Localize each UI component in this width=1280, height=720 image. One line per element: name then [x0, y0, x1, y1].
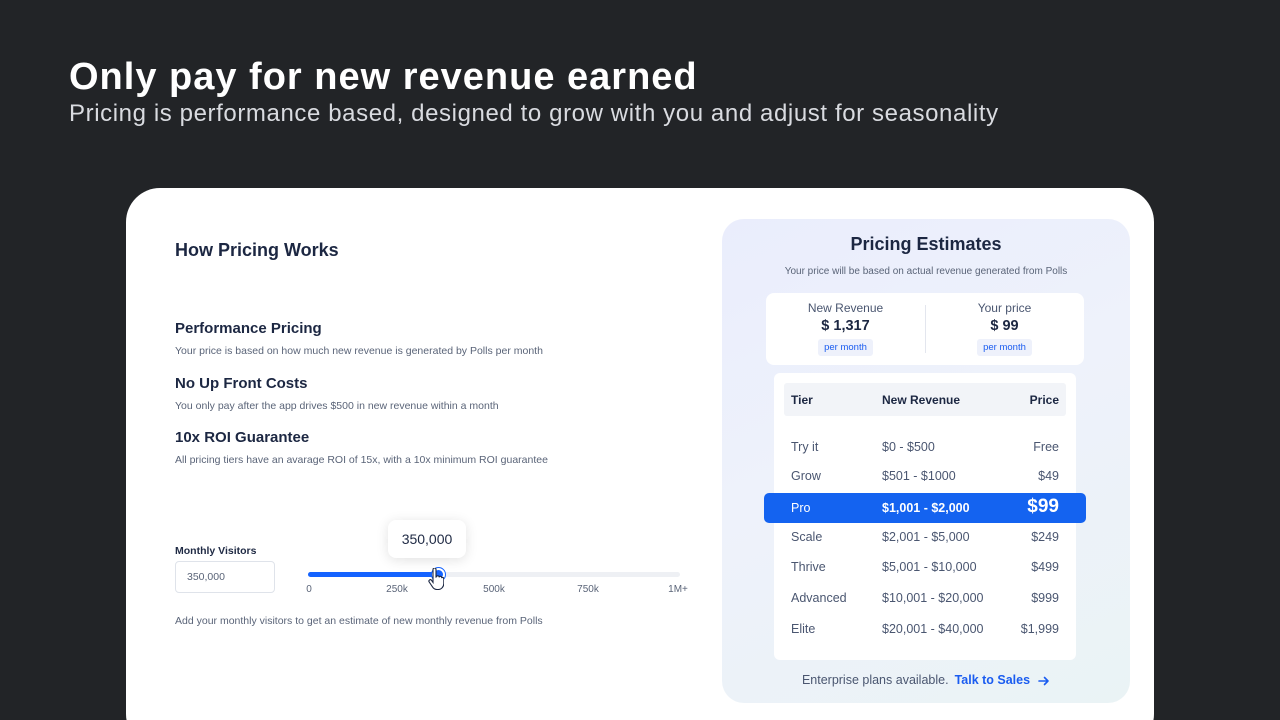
tier-revenue: $10,001 - $20,000: [882, 591, 984, 605]
tier-row-advanced: Advanced $10,001 - $20,000 $999: [774, 586, 1076, 612]
visitors-helper-text: Add your monthly visitors to get an esti…: [175, 615, 543, 627]
tier-price: $99: [1027, 496, 1059, 517]
tier-name: Thrive: [791, 560, 826, 574]
arrow-right-icon[interactable]: [1038, 676, 1050, 686]
slider-tick: 750k: [577, 584, 599, 595]
tier-price: $1,999: [1020, 622, 1059, 636]
tier-name: Grow: [791, 469, 821, 483]
tier-name: Elite: [791, 622, 816, 636]
slider-value-tooltip: 350,000: [388, 520, 466, 558]
tier-revenue: $5,001 - $10,000: [882, 560, 977, 574]
monthly-visitors-input[interactable]: [175, 561, 275, 593]
header-new-revenue: New Revenue: [882, 393, 961, 407]
new-revenue-value: $ 1,317: [821, 318, 870, 334]
hero-subtitle: Pricing is performance based, designed t…: [69, 100, 999, 127]
estimate-summary: New Revenue $ 1,317 per month Your price…: [766, 293, 1084, 365]
enterprise-note: Enterprise plans available. Talk to Sales: [722, 673, 1130, 687]
slider-tick: 0: [306, 584, 312, 595]
enterprise-text: Enterprise plans available.: [801, 673, 949, 687]
how-pricing-works-title: How Pricing Works: [175, 240, 339, 260]
header-tier: Tier: [791, 393, 813, 407]
hero-title: Only pay for new revenue earned: [69, 56, 698, 98]
feature-desc: Your price is based on how much new reve…: [175, 345, 543, 357]
tier-price: $999: [1031, 591, 1059, 605]
tier-row-pro-selected: Pro $1,001 - $2,000 $99: [764, 493, 1086, 523]
tier-price: Free: [1033, 440, 1059, 454]
tier-revenue: $0 - $500: [882, 440, 935, 454]
tier-revenue: $501 - $1000: [882, 469, 956, 483]
feature-roi-guarantee: 10x ROI Guarantee All pricing tiers have…: [175, 429, 548, 466]
estimate-divider: [925, 305, 926, 353]
feature-title: No Up Front Costs: [175, 375, 308, 392]
slider-tick: 250k: [386, 584, 408, 595]
feature-no-upfront-costs: No Up Front Costs You only pay after the…: [175, 375, 499, 412]
tier-name: Scale: [791, 530, 823, 544]
feature-title: 10x ROI Guarantee: [175, 429, 310, 446]
monthly-visitors-label: Monthly Visitors: [175, 545, 257, 557]
pricing-estimates-title: Pricing Estimates: [850, 234, 1002, 254]
tier-name: Advanced: [791, 591, 847, 605]
tier-revenue: $2,001 - $5,000: [882, 530, 970, 544]
tier-row-try-it: Try it $0 - $500 Free: [774, 435, 1076, 461]
tier-price: $49: [1038, 469, 1059, 483]
slider-tick: 500k: [483, 584, 505, 595]
pricing-estimates-panel: Pricing Estimates Your price will be bas…: [722, 219, 1130, 703]
hand-pointer-icon: [428, 568, 444, 590]
header-price: Price: [1029, 393, 1059, 407]
new-revenue-estimate: New Revenue $ 1,317 per month: [766, 301, 925, 356]
tier-row-grow: Grow $501 - $1000 $49: [774, 464, 1076, 490]
pricing-estimates-subtitle: Your price will be based on actual reven…: [784, 266, 1068, 277]
tier-name: Pro: [791, 501, 811, 515]
price-estimate: Your price $ 99 per month: [925, 301, 1084, 356]
slider-tick: 1M+: [668, 584, 688, 595]
feature-performance-pricing: Performance Pricing Your price is based …: [175, 320, 543, 357]
tier-price: $249: [1031, 530, 1059, 544]
feature-desc: All pricing tiers have an avarage ROI of…: [175, 454, 548, 466]
price-period-badge: per month: [977, 339, 1032, 356]
new-revenue-period-badge: per month: [818, 339, 873, 356]
tier-row-scale: Scale $2,001 - $5,000 $249: [774, 525, 1076, 551]
tier-name: Try it: [791, 440, 819, 454]
slider-fill: [308, 572, 439, 577]
visitors-slider[interactable]: [308, 568, 680, 581]
new-revenue-label: New Revenue: [807, 301, 884, 315]
feature-desc: You only pay after the app drives $500 i…: [175, 400, 499, 412]
tier-price: $499: [1031, 560, 1059, 574]
tier-revenue: $20,001 - $40,000: [882, 622, 984, 636]
feature-title: Performance Pricing: [175, 320, 322, 337]
tier-row-thrive: Thrive $5,001 - $10,000 $499: [774, 555, 1076, 581]
tier-table-header: Tier New Revenue Price: [784, 383, 1066, 416]
talk-to-sales-link[interactable]: Talk to Sales: [954, 673, 1031, 687]
tier-row-elite: Elite $20,001 - $40,000 $1,999: [774, 617, 1076, 643]
price-value: $ 99: [990, 318, 1019, 334]
pricing-card: How Pricing Works Performance Pricing Yo…: [126, 188, 1154, 720]
price-label: Your price: [977, 301, 1032, 315]
tier-revenue: $1,001 - $2,000: [882, 501, 970, 515]
